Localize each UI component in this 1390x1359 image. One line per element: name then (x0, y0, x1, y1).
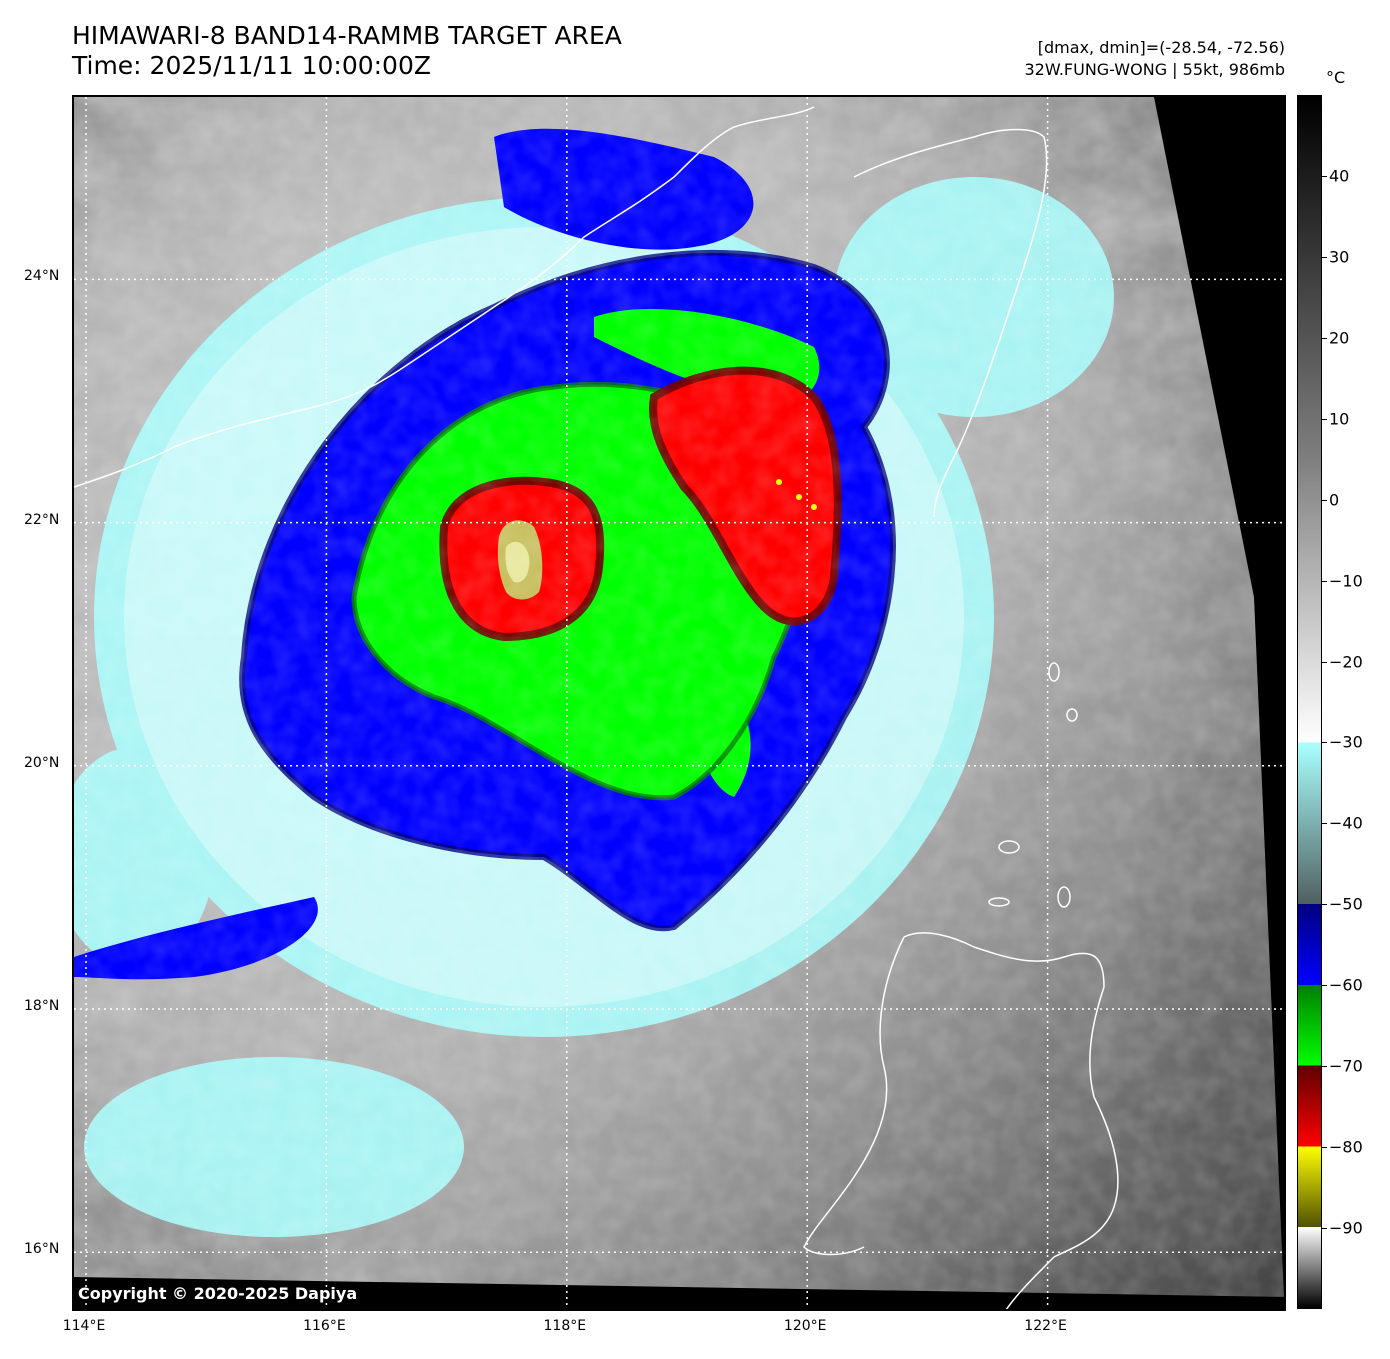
colorbar-tick-mark (1322, 499, 1327, 501)
latitude-label: 24°N (24, 268, 60, 285)
longitude-label: 118°E (543, 1318, 587, 1334)
colorbar-tick-label: 20 (1329, 328, 1350, 348)
chart-time: Time: 2025/11/11 10:00:00Z (72, 51, 431, 80)
colorbar-tick-label: 10 (1329, 409, 1350, 429)
chart-title: HIMAWARI-8 BAND14-RAMMB TARGET AREA (72, 21, 622, 50)
colorbar-tick-mark (1322, 742, 1327, 744)
fine-texture (74, 97, 1284, 1309)
colorbar-tick-mark (1322, 175, 1327, 177)
satellite-map[interactable]: Copyright © 2020-2025 Dapiya (72, 95, 1286, 1311)
longitude-label: 122°E (1024, 1318, 1067, 1334)
colorbar-tick-mark (1322, 904, 1327, 906)
colorbar-tick-mark (1322, 823, 1327, 825)
colorbar-unit: °C (1326, 68, 1346, 87)
dmax-dmin-readout: [dmax, dmin]=(-28.54, -72.56) (1037, 38, 1285, 57)
colorbar-tick-mark (1322, 661, 1327, 663)
colorbar-tick-mark (1322, 1066, 1327, 1068)
colorbar-tick-label: −30 (1329, 732, 1363, 752)
latitude-label: 20°N (24, 754, 60, 771)
satellite-imagery (74, 97, 1284, 1309)
longitude-label: 116°E (303, 1318, 346, 1334)
storm-info: 32W.FUNG-WONG | 55kt, 986mb (1024, 60, 1285, 79)
colorbar-tick-label: −80 (1329, 1137, 1363, 1157)
colorbar-tick-mark (1322, 580, 1327, 582)
colorbar-tick-label: −10 (1329, 571, 1363, 591)
no-data-south (74, 1277, 1284, 1309)
colorbar-tick-mark (1322, 337, 1327, 339)
latitude-label: 18°N (24, 998, 60, 1014)
copyright-notice: Copyright © 2020-2025 Dapiya (78, 1284, 358, 1303)
colorbar-tick-mark (1322, 256, 1327, 258)
colorbar-tick-mark (1322, 418, 1327, 420)
colorbar-tick-label: −50 (1329, 894, 1363, 914)
colorbar-tick-label: 40 (1329, 166, 1350, 186)
colorbar-tick-label: 30 (1329, 247, 1350, 267)
colorbar-tick-label: −40 (1329, 813, 1363, 833)
colorbar-tick-mark (1322, 985, 1327, 987)
colorbar-tick-label: −70 (1329, 1056, 1363, 1076)
colorbar-tick-label: −20 (1329, 652, 1363, 672)
colorbar-tick-mark (1322, 1147, 1327, 1149)
colorbar-tick-label: −90 (1329, 1218, 1363, 1238)
latitude-label: 22°N (24, 511, 60, 528)
colorbar-tick-mark (1322, 1228, 1327, 1230)
coastlines (74, 106, 1119, 1309)
latitude-label: 16°N (24, 1241, 60, 1258)
colorbar-tick-label: 0 (1329, 490, 1340, 510)
longitude-label: 120°E (783, 1318, 827, 1334)
longitude-label: 114°E (62, 1318, 106, 1334)
no-data-east (1154, 97, 1284, 1297)
colorbar (1297, 95, 1322, 1309)
gridlines (74, 97, 1284, 1309)
colorbar-tick-label: −60 (1329, 975, 1363, 995)
